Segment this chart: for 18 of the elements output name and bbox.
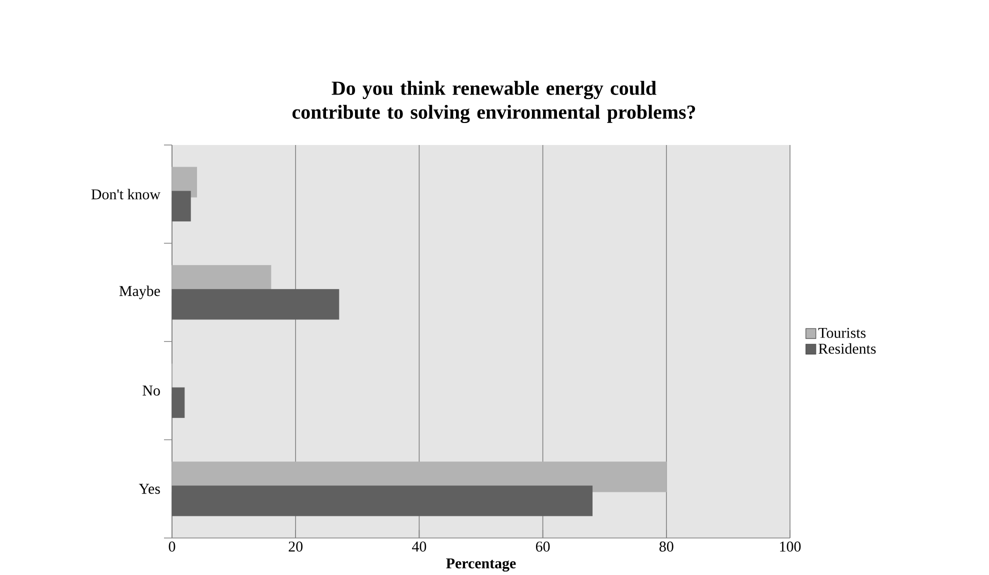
legend-label: Residents xyxy=(818,343,876,354)
x-tick-label: 40 xyxy=(412,542,426,552)
bar xyxy=(172,387,185,418)
x-axis-title: Percentage xyxy=(446,558,516,572)
legend-label: Tourists xyxy=(818,328,866,338)
x-tick-label: 0 xyxy=(168,542,176,552)
y-tick-label: Yes xyxy=(138,484,160,494)
y-tick-label: Don't know xyxy=(91,188,160,200)
x-tick-label: 80 xyxy=(659,542,674,552)
x-tick-label: 100 xyxy=(780,542,801,552)
bar xyxy=(172,486,593,516)
chart-title: Do you think renewable energy could contribute to solving environmental problems? xyxy=(292,81,696,124)
x-tick-label: 20 xyxy=(288,542,303,552)
bar xyxy=(172,190,191,222)
y-tick-label: Maybe xyxy=(119,286,160,300)
x-tick-label: 60 xyxy=(536,542,550,552)
bar xyxy=(172,289,340,320)
y-tick-label: No xyxy=(142,386,160,396)
